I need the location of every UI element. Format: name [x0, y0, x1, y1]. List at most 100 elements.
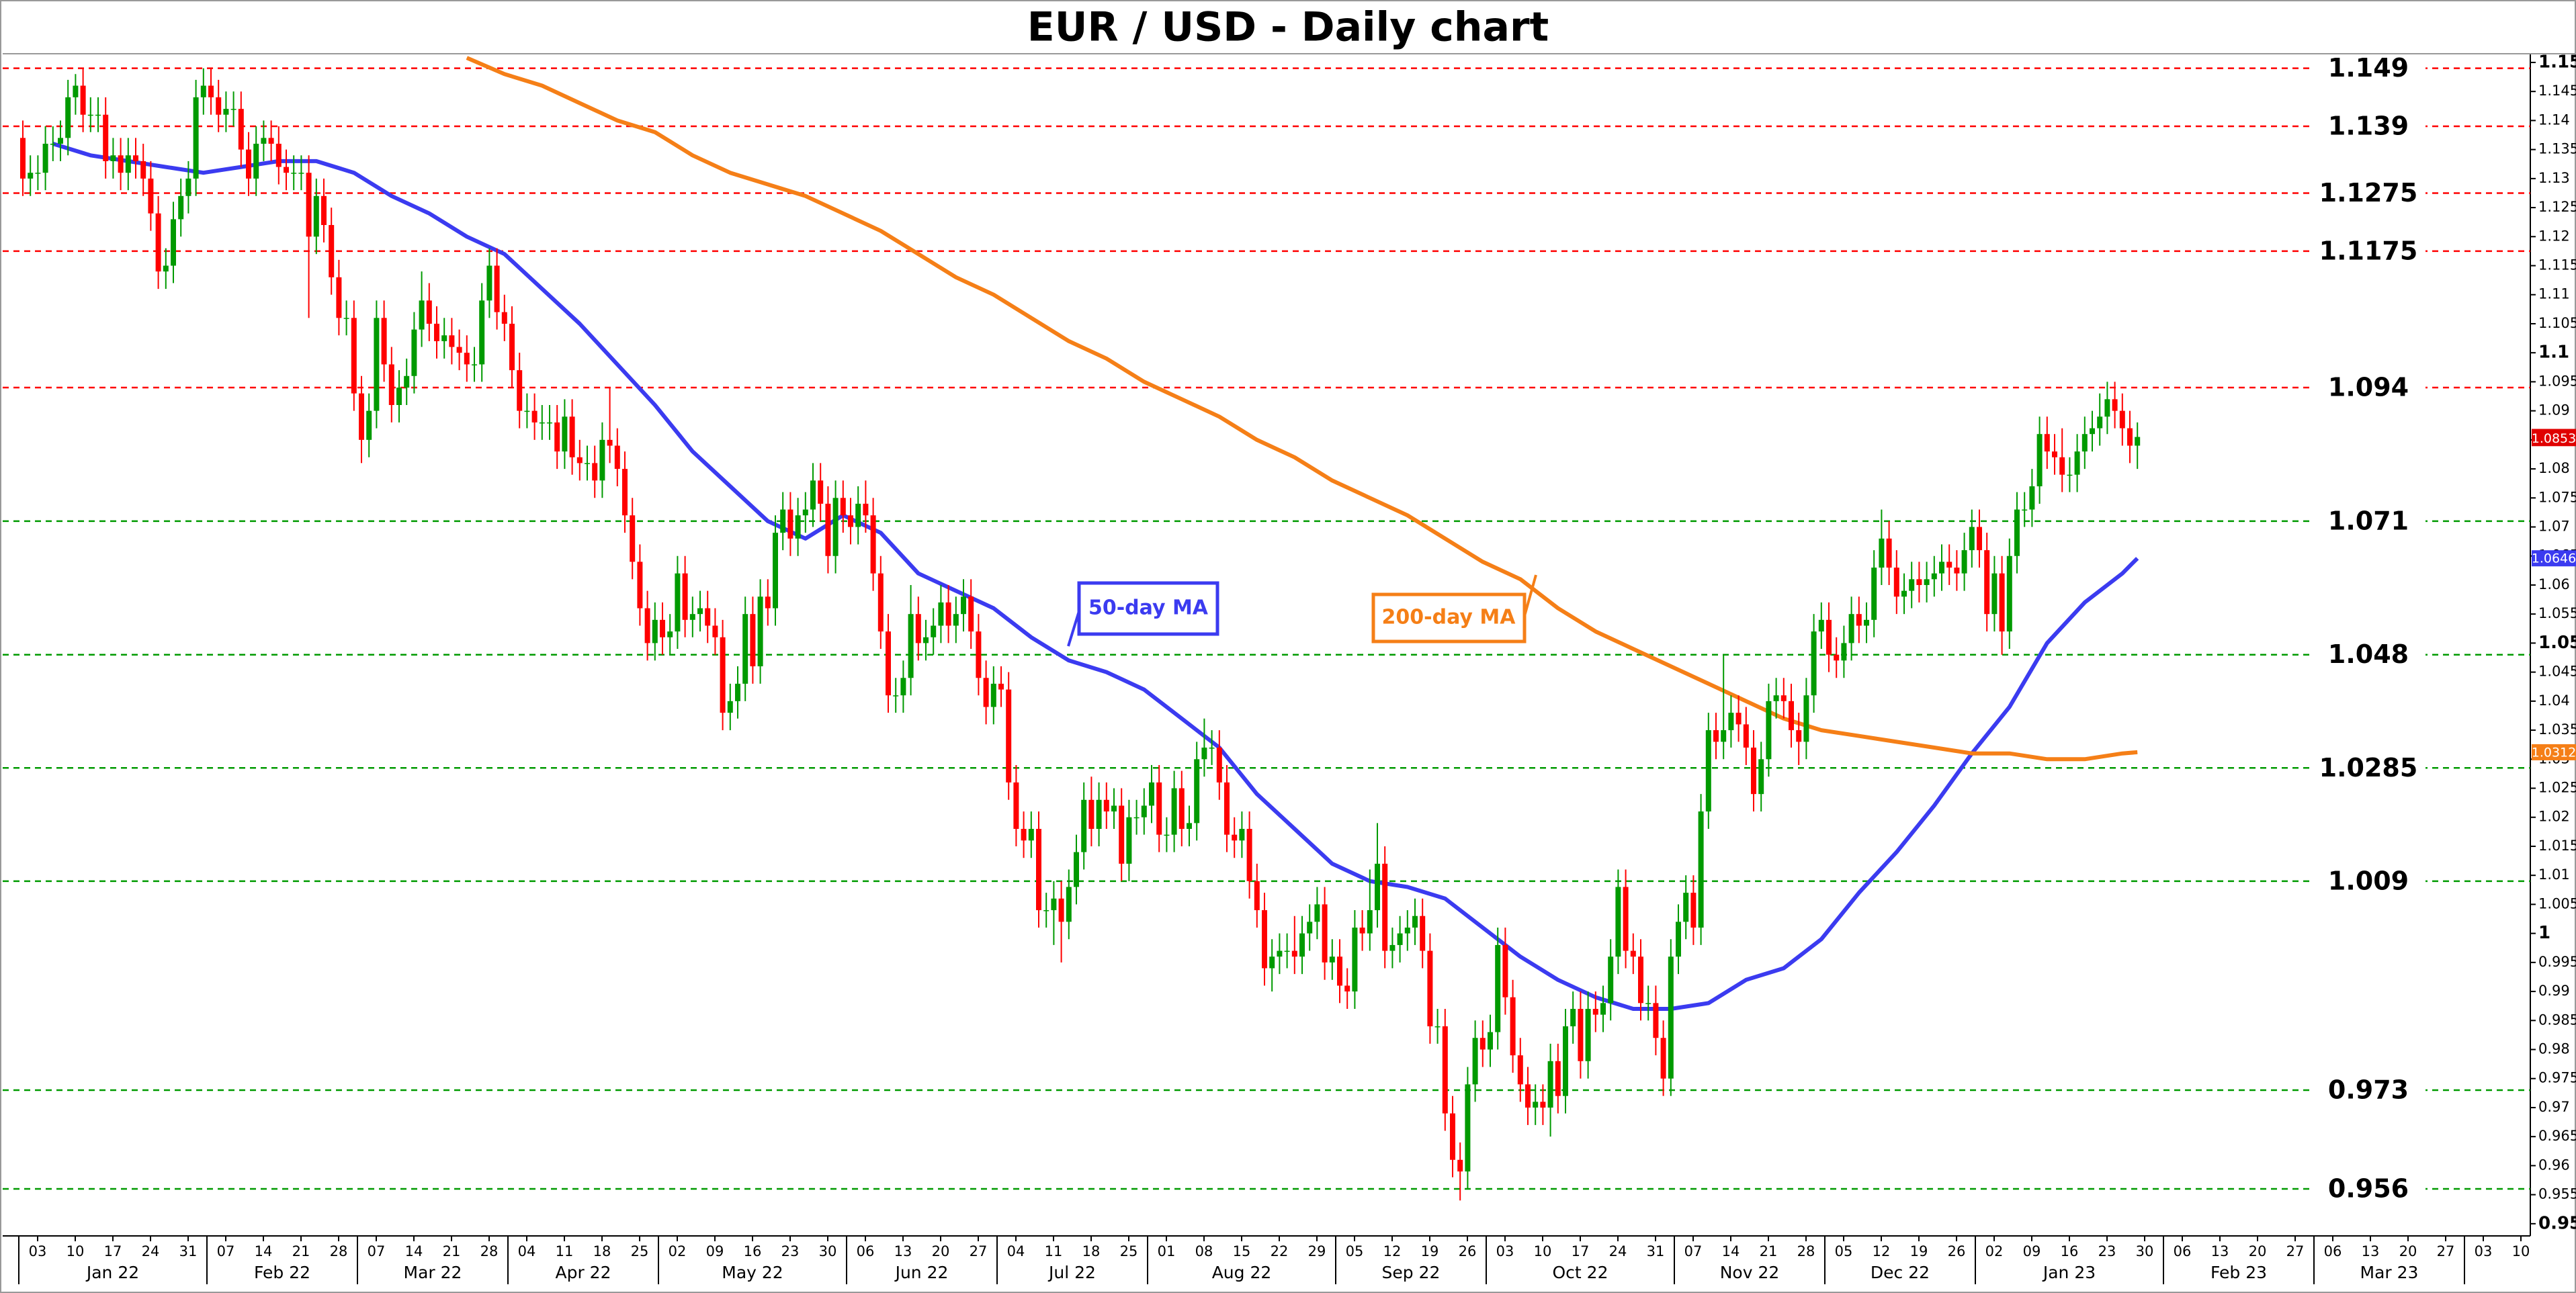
candle-body: [1713, 730, 1719, 742]
candle-body: [58, 138, 63, 144]
candle-body: [1909, 579, 1915, 591]
ma-line: [52, 142, 2139, 1011]
x-tick-label: 24: [142, 1243, 160, 1259]
candle-body: [2044, 434, 2050, 452]
candle-body: [607, 439, 613, 446]
x-tick-label: 03: [1496, 1243, 1514, 1259]
candle-body: [1977, 527, 1982, 551]
level-label-bg: [2311, 374, 2425, 402]
x-tick-label: 14: [1722, 1243, 1740, 1259]
candle-body: [118, 155, 124, 173]
candle-body: [1495, 944, 1501, 1032]
candle-body: [223, 109, 229, 115]
level-label-bg: [2311, 641, 2425, 668]
candle-body: [1864, 619, 1869, 626]
candle-body: [1088, 799, 1094, 830]
y-tick-label: 0.99: [2538, 983, 2570, 999]
candle-body: [1901, 590, 1907, 597]
candle-body: [1871, 568, 1877, 620]
candle-body: [1133, 817, 1140, 819]
candle-body: [886, 631, 891, 696]
candle-body: [1119, 805, 1125, 864]
level-label: 1.149: [2328, 53, 2409, 83]
candle-body: [900, 678, 906, 696]
candle-body: [539, 422, 545, 424]
candle-body: [727, 701, 733, 713]
candle-body: [284, 167, 289, 173]
candle-body: [877, 573, 884, 632]
x-tick-label: 26: [1459, 1243, 1477, 1259]
candle-body: [1111, 805, 1117, 812]
x-tick-label: 06: [2174, 1243, 2192, 1259]
candle-body: [1096, 799, 1102, 830]
month-label: Jul 22: [1047, 1263, 1096, 1282]
candle-body: [291, 173, 297, 174]
level-label-bg: [2311, 237, 2425, 265]
candle-body: [2059, 457, 2065, 475]
candle-body: [253, 143, 259, 179]
x-tick-label: 28: [1797, 1243, 1815, 1259]
x-tick-label: 04: [518, 1243, 536, 1259]
candle-body: [1592, 1009, 1598, 1015]
y-tick-label: 1.125: [2538, 199, 2576, 215]
candle-body: [1344, 985, 1350, 992]
month-label: Sep 22: [1382, 1263, 1441, 1282]
candle-body: [2090, 428, 2095, 435]
candle-body: [735, 683, 740, 701]
candle-body: [773, 533, 778, 609]
candle-body: [923, 637, 929, 643]
candle-body: [1856, 614, 1862, 626]
candle-body: [908, 614, 914, 678]
y-tick-label: 1.09: [2538, 402, 2570, 418]
candle-body: [472, 364, 477, 365]
y-tick-label: 1.115: [2538, 257, 2576, 273]
candle-body: [396, 388, 402, 405]
candle-body: [1051, 898, 1057, 911]
candle-body: [216, 97, 222, 115]
y-tick-label: 1.1: [2538, 343, 2569, 363]
x-tick-label: 11: [556, 1243, 574, 1259]
x-tick-label: 07: [1684, 1243, 1703, 1259]
x-tick-label: 02: [669, 1243, 687, 1259]
month-label: Aug 22: [1212, 1263, 1272, 1282]
candle-body: [268, 138, 274, 144]
candle-body: [968, 596, 974, 632]
x-tick-label: 18: [593, 1243, 611, 1259]
candle-body: [125, 155, 131, 173]
y-tick-label: 1.025: [2538, 780, 2576, 796]
candle-body: [35, 173, 41, 174]
x-tick-label: 01: [1158, 1243, 1176, 1259]
level-label: 1.094: [2328, 373, 2409, 402]
candle-body: [1848, 614, 1854, 643]
candle-body: [2135, 437, 2141, 446]
y-tick-label: 1.135: [2538, 141, 2576, 157]
ma-line: [466, 56, 2138, 762]
candle-body: [870, 515, 876, 574]
candle-body: [1563, 1026, 1568, 1096]
candle-body: [87, 114, 93, 116]
candle-body: [780, 509, 786, 533]
candle-body: [1946, 562, 1952, 568]
candle-body: [1291, 950, 1297, 957]
candle-body: [689, 614, 695, 620]
level-label-bg: [2311, 54, 2425, 82]
price-tag: [2532, 744, 2576, 760]
candle-body: [1201, 748, 1207, 760]
candle-body: [1630, 950, 1636, 957]
x-tick-label: 17: [1572, 1243, 1590, 1259]
candle-body: [953, 614, 959, 626]
x-tick-label: 05: [1346, 1243, 1364, 1259]
candle-body: [750, 614, 756, 666]
month-label: Jun 22: [894, 1263, 949, 1282]
candle-body: [1683, 893, 1689, 922]
candle-body: [1803, 695, 1809, 742]
candle-body: [1796, 730, 1802, 742]
candle-body: [1525, 1084, 1531, 1108]
callout-text: 200-day MA: [1382, 606, 1516, 629]
candle-body: [501, 312, 507, 324]
price-tag-label: 1.0646: [2532, 551, 2576, 566]
candle-body: [787, 509, 793, 539]
candle-body: [652, 619, 658, 643]
x-tick-label: 28: [330, 1243, 348, 1259]
x-tick-label: 10: [67, 1243, 85, 1259]
